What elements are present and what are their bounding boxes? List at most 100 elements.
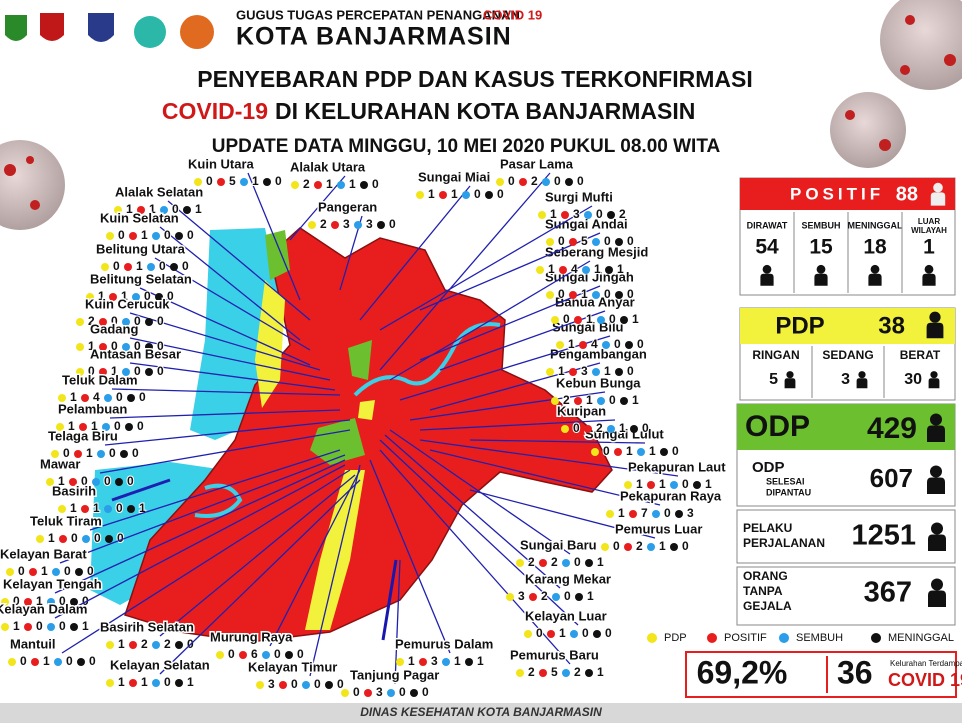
text: PELAKU — [743, 521, 792, 535]
kelurahan-name: Kuin Utara — [188, 156, 255, 171]
count-dot — [331, 221, 339, 229]
count-value: 1 — [82, 619, 89, 633]
kelurahan-name: Teluk Tiram — [30, 513, 102, 528]
count-dot — [106, 679, 114, 687]
kelurahan-name: Gadang — [90, 321, 138, 336]
kelurahan-name: Sungai Miai — [418, 169, 490, 184]
leader-line — [111, 478, 171, 502]
count-value: 0 — [603, 444, 610, 458]
count-value: 1 — [68, 419, 75, 433]
count-value: 1 — [454, 654, 461, 668]
text: COVID-19 — [162, 98, 268, 124]
count-dot — [109, 293, 117, 301]
count-dot — [132, 293, 140, 301]
count-dot — [129, 641, 137, 649]
text: 5 — [769, 371, 778, 388]
count-value: 1 — [326, 177, 333, 191]
count-dot — [584, 211, 592, 219]
leader-line — [419, 232, 601, 311]
count-value: 1 — [581, 287, 588, 301]
count-value: 0 — [18, 564, 25, 578]
count-value: 0 — [573, 421, 580, 435]
count-dot — [145, 318, 153, 326]
count-dot — [77, 658, 85, 666]
count-value: 1 — [558, 364, 565, 378]
leader-line — [54, 459, 346, 594]
count-dot — [585, 669, 593, 677]
count-dot — [99, 318, 107, 326]
count-value: 0 — [372, 177, 379, 191]
text: 607 — [870, 463, 913, 493]
count-dot — [552, 593, 560, 601]
text: Kelurahan Terdampak — [890, 659, 962, 668]
count-value: 0 — [609, 393, 616, 407]
count-dot — [47, 623, 55, 631]
kelurahan-name: Kuripan — [557, 403, 606, 418]
footer-bar — [0, 703, 962, 723]
kelurahan-name: Antasan Besar — [90, 346, 181, 361]
count-dot — [122, 368, 130, 376]
count-value: 0 — [291, 677, 298, 691]
count-value: 0 — [134, 314, 141, 328]
count-value: 2 — [551, 555, 558, 569]
count-value: 1 — [126, 202, 133, 216]
count-value: 1 — [149, 202, 156, 216]
text: UPDATE DATA MINGGU, 10 MEI 2020 PUKUL 08… — [212, 136, 721, 157]
legend-dot — [707, 633, 717, 643]
count-value: 0 — [113, 259, 120, 273]
count-value: 0 — [82, 594, 89, 608]
count-value: 0 — [682, 477, 689, 491]
count-dot — [183, 206, 191, 214]
count-dot — [615, 291, 623, 299]
leader-line — [159, 479, 361, 675]
count-value: 0 — [228, 647, 235, 661]
legend-dot — [779, 633, 789, 643]
kelurahan-name: Pekapuran Raya — [620, 488, 722, 503]
count-dot — [364, 689, 372, 697]
count-dot — [529, 593, 537, 601]
count-value: 0 — [604, 234, 611, 248]
kelurahan-name: Belitung Utara — [96, 241, 186, 256]
count-dot — [104, 394, 112, 402]
count-value: 3 — [573, 207, 580, 221]
count-dot — [607, 211, 615, 219]
count-value: 0 — [164, 228, 171, 242]
count-dot — [605, 266, 613, 274]
count-value: 0 — [508, 174, 515, 188]
count-dot — [570, 630, 578, 638]
count-value: 1 — [41, 564, 48, 578]
count-value: 0 — [81, 474, 88, 488]
text: 18 — [863, 236, 887, 259]
count-dot — [47, 598, 55, 606]
count-value: 3 — [343, 217, 350, 231]
kelurahan-name: Tanjung Pagar — [350, 667, 439, 682]
count-value: 1 — [136, 259, 143, 273]
count-dot — [147, 263, 155, 271]
leader-line — [61, 469, 351, 654]
count-value: 2 — [596, 421, 603, 435]
text: ORANG — [743, 569, 788, 583]
leader-line — [379, 439, 579, 626]
text: SEMBUH — [796, 632, 843, 644]
text: 30 — [904, 371, 922, 388]
count-value: 0 — [642, 421, 649, 435]
count-dot — [538, 211, 546, 219]
count-dot — [36, 535, 44, 543]
count-dot — [155, 293, 163, 301]
text: KOTA BANJARMASIN — [236, 23, 512, 51]
count-value: 1 — [632, 393, 639, 407]
text: DIPANTAU — [766, 487, 811, 497]
text: GUGUS TUGAS PERCEPATAN PENANGANAN — [236, 7, 520, 22]
leader-line — [129, 337, 331, 381]
count-value: 0 — [144, 289, 151, 303]
text: 1251 — [851, 520, 916, 552]
count-value: 0 — [353, 685, 360, 699]
count-value: 0 — [109, 446, 116, 460]
count-dot — [122, 318, 130, 326]
count-value: 1 — [187, 675, 194, 689]
count-dot — [606, 510, 614, 518]
count-value: 1 — [636, 477, 643, 491]
count-value: 0 — [116, 501, 123, 515]
kelurahan-name: Alalak Utara — [290, 159, 366, 174]
leader-line — [419, 419, 616, 431]
